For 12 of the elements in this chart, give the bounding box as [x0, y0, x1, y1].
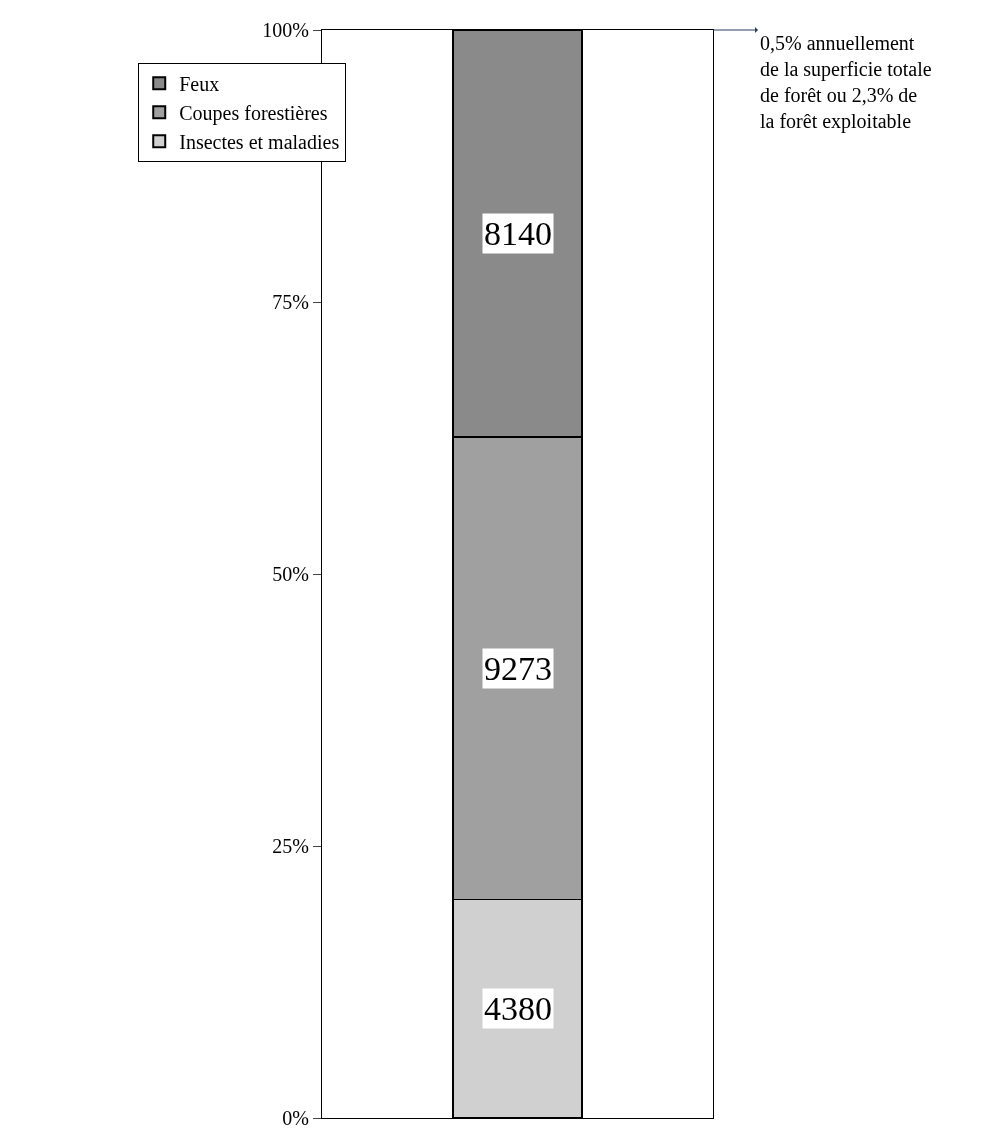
annotation: 4380: [484, 990, 552, 1027]
text: 0,5% annuellement de la superficie totale de forêt ou 2,3% de la forêt exploitable: [760, 32, 932, 133]
y-tick-label: 0%: [282, 1107, 309, 1129]
annotation: 8140: [484, 215, 552, 252]
y-tick-label: 75%: [272, 291, 309, 313]
legend-label: Coupes forestières: [179, 101, 328, 125]
y-tick-label: 100%: [262, 19, 309, 41]
annotation: 9273: [484, 650, 552, 687]
y-tick-label: 25%: [272, 835, 309, 857]
legend-label: Insectes et maladies: [179, 130, 340, 153]
legend-label: Feux: [179, 72, 220, 95]
y-tick-label: 50%: [272, 563, 309, 585]
